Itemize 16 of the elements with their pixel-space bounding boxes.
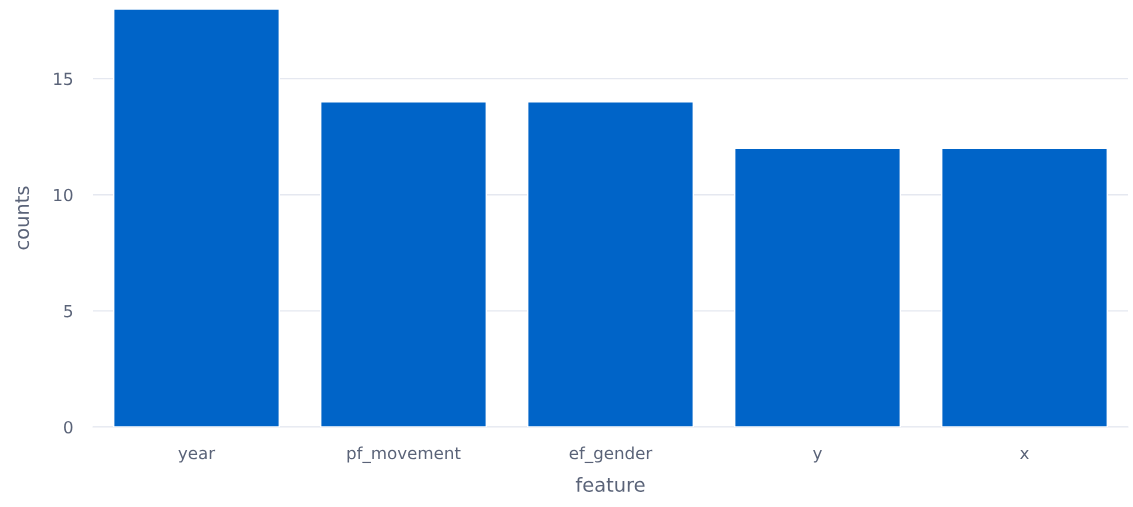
x-tick-label: x [1020,449,1029,460]
bar [320,101,487,427]
x-tick-label: year [178,449,216,463]
bar [734,147,901,427]
y-tick-label: 0 [64,420,73,434]
y-tick-label: 10 [54,188,73,202]
bar [527,101,694,427]
y-tick-label: 5 [64,305,73,318]
y-axis-title: counts [15,186,30,250]
x-axis-title: feature [575,476,645,492]
x-tick-label: pf_movement [347,446,461,464]
bar [941,147,1108,427]
y-tick-label: 15 [54,72,73,86]
x-tick-label: y [813,449,822,463]
bar [113,9,280,427]
x-tick-label: ef_gender [569,446,653,464]
